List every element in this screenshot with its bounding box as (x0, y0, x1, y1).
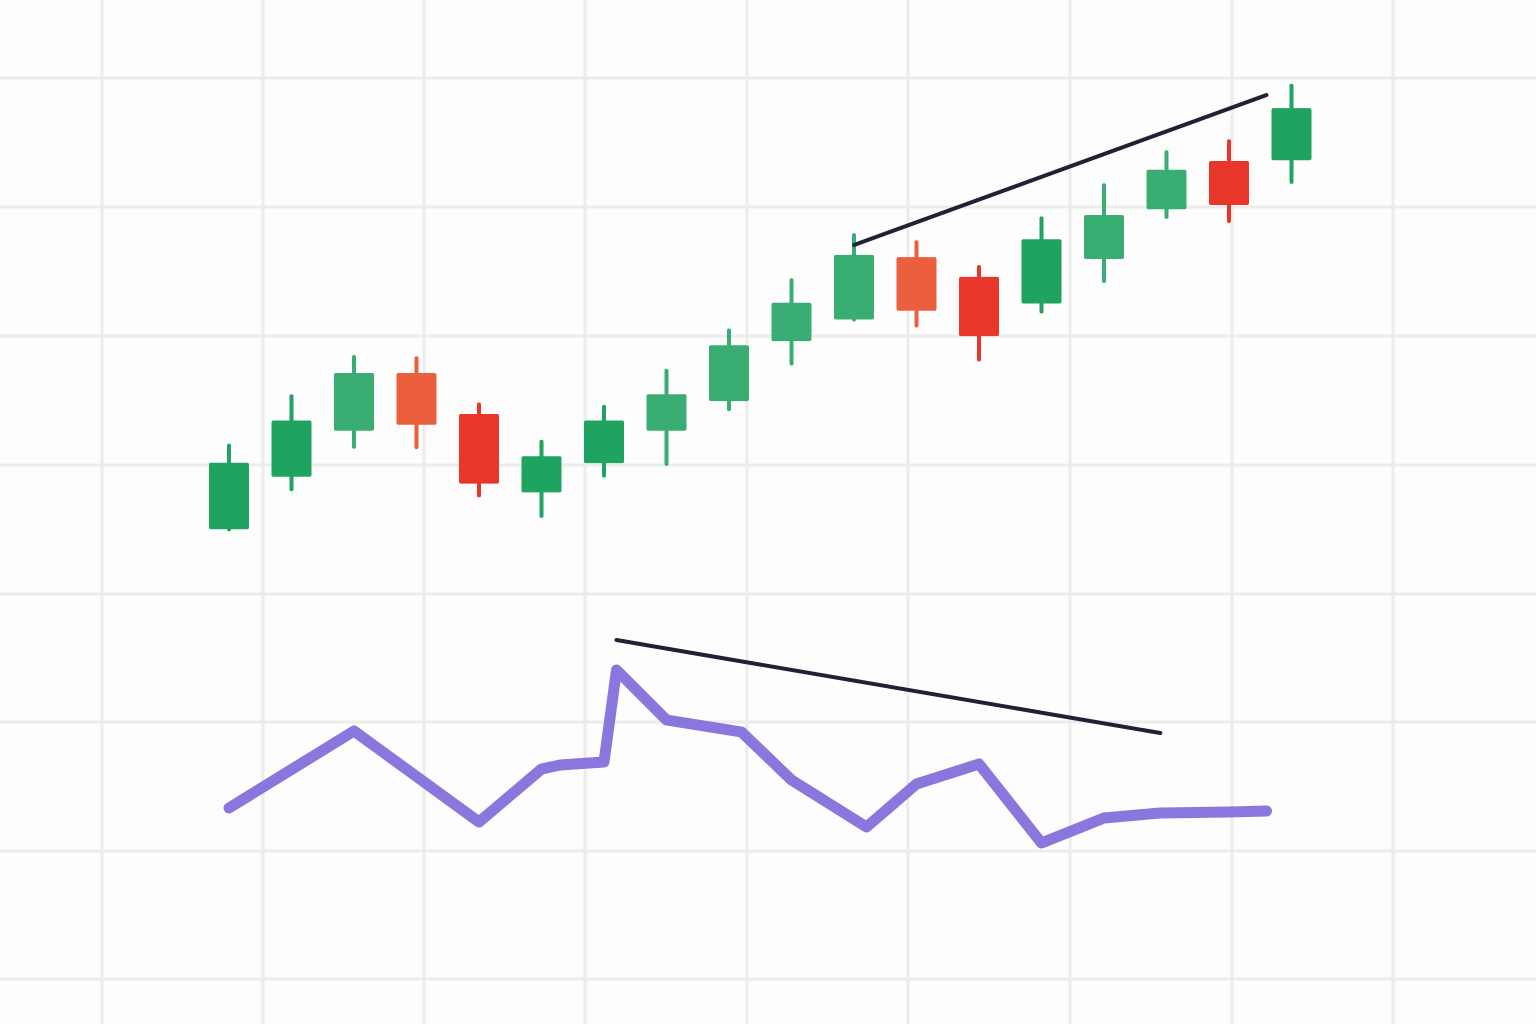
candle-17 (1209, 139, 1249, 224)
candle-9 (709, 328, 749, 412)
candle-2 (271, 394, 312, 492)
candle-8 (646, 368, 687, 466)
candle-body (1021, 239, 1062, 304)
candle-18 (1271, 83, 1312, 184)
candle-body (521, 456, 562, 493)
candle-10 (771, 278, 812, 366)
candle-body (271, 420, 312, 477)
candle-body (584, 420, 624, 464)
candle-body (209, 462, 249, 530)
candle-13 (959, 265, 999, 362)
candle-body (771, 302, 812, 342)
candle-5 (459, 402, 499, 498)
trendlines (614, 93, 1269, 735)
candle-15 (1084, 183, 1124, 284)
candle-body (396, 373, 437, 425)
candle-body (959, 276, 999, 337)
candle-12 (896, 240, 937, 328)
candle-14 (1021, 216, 1062, 314)
candle-body (1271, 108, 1312, 161)
candle-body (709, 345, 749, 402)
candle-body (646, 394, 687, 431)
candle-16 (1146, 150, 1187, 219)
candle-body (1209, 160, 1249, 206)
candle-body (334, 373, 374, 431)
candle-6 (521, 439, 562, 518)
candle-body (1084, 214, 1124, 260)
candle-1 (209, 443, 249, 532)
candle-body (459, 414, 499, 484)
candle-body (896, 257, 937, 311)
candlestick-series (209, 83, 1312, 532)
indicator-trendline (614, 638, 1163, 735)
price-trendline (852, 93, 1269, 247)
candle-7 (584, 404, 624, 478)
candle-body (1146, 169, 1187, 210)
candle-11 (834, 233, 874, 322)
candle-body (834, 254, 874, 320)
indicator-series (223, 664, 1272, 849)
candle-4 (396, 356, 437, 450)
indicator-line (223, 664, 1272, 849)
candle-3 (334, 355, 374, 449)
